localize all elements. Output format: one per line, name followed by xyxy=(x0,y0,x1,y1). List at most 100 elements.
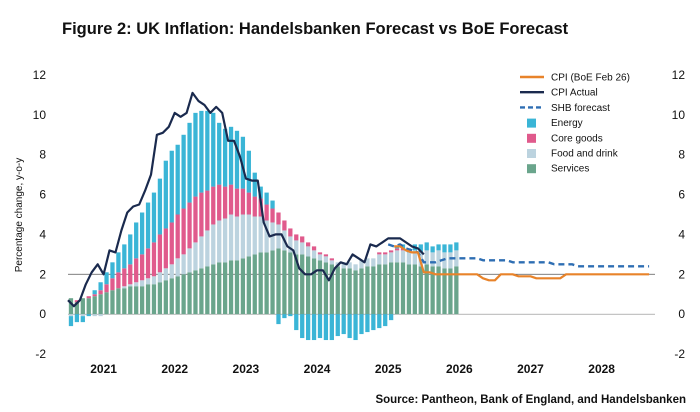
bar-services xyxy=(282,250,287,315)
bar-core-goods xyxy=(228,184,234,215)
bar-core-goods xyxy=(157,234,163,273)
bar-food-and-drink xyxy=(359,260,364,269)
bar-core-goods xyxy=(323,254,329,257)
x-tick-label: 2025 xyxy=(375,362,402,376)
bar-services xyxy=(329,264,334,315)
bar-core-goods xyxy=(377,252,382,255)
bar-core-goods xyxy=(311,246,317,251)
bar-core-goods xyxy=(116,272,121,289)
bar-food-and-drink xyxy=(347,262,352,269)
y-axis-label: Percentage change, y-o-y xyxy=(14,158,25,273)
bar-services xyxy=(294,254,299,315)
bar-services xyxy=(341,268,346,315)
bar-energy xyxy=(222,128,228,187)
bar-energy xyxy=(353,314,358,341)
bar-energy xyxy=(442,244,447,253)
bar-food-and-drink xyxy=(68,314,74,317)
bar-services xyxy=(418,266,423,315)
bar-energy xyxy=(128,234,133,265)
bar-services xyxy=(300,254,305,315)
bar-food-and-drink xyxy=(234,216,240,261)
bar-core-goods xyxy=(122,268,127,287)
y-tick-right: -2 xyxy=(674,347,685,361)
bar-food-and-drink xyxy=(222,218,228,263)
bar-energy xyxy=(181,134,186,209)
bar-services xyxy=(448,268,453,315)
bar-food-and-drink xyxy=(394,250,400,263)
bar-services xyxy=(252,254,257,315)
bar-food-and-drink xyxy=(211,224,216,265)
bar-energy xyxy=(430,246,435,253)
bar-energy xyxy=(335,314,340,337)
bar-energy xyxy=(98,282,103,291)
bar-core-goods xyxy=(288,228,293,237)
bar-core-goods xyxy=(282,220,287,231)
bar-services xyxy=(139,286,145,315)
bar-energy xyxy=(377,314,382,329)
bar-energy xyxy=(234,130,240,189)
bar-food-and-drink xyxy=(228,214,234,261)
bar-services xyxy=(383,264,388,315)
bar-services xyxy=(258,252,263,315)
bar-food-and-drink xyxy=(264,220,269,253)
bar-services xyxy=(436,266,441,315)
bar-core-goods xyxy=(187,202,192,249)
bar-core-goods xyxy=(110,278,115,291)
bar-food-and-drink xyxy=(300,242,305,255)
bar-energy xyxy=(424,242,429,251)
bar-energy xyxy=(80,316,85,323)
bar-energy xyxy=(86,314,91,317)
bar-energy xyxy=(323,314,329,341)
bar-food-and-drink xyxy=(139,280,145,287)
bar-services xyxy=(270,250,275,315)
line-cpi-boe-feb-26- xyxy=(394,245,650,282)
line-cpi-actual xyxy=(67,91,425,308)
bar-energy xyxy=(454,242,459,251)
bar-food-and-drink xyxy=(323,256,329,263)
bar-energy xyxy=(246,150,251,193)
bar-core-goods xyxy=(175,214,180,259)
x-tick-label: 2021 xyxy=(90,362,117,376)
bar-core-goods xyxy=(388,250,394,253)
bar-energy xyxy=(264,192,269,205)
bar-services xyxy=(228,260,234,315)
bar-energy xyxy=(365,314,370,333)
bar-energy xyxy=(110,262,115,279)
bar-services xyxy=(187,272,192,315)
bar-services xyxy=(388,262,394,315)
bar-energy xyxy=(211,112,216,187)
bar-energy xyxy=(193,112,198,197)
bar-core-goods xyxy=(199,192,204,237)
bar-energy xyxy=(270,200,275,209)
y-tick-right: 10 xyxy=(672,108,686,122)
bar-services xyxy=(128,286,133,315)
bar-services xyxy=(116,288,121,315)
bar-services xyxy=(430,266,435,315)
bar-energy xyxy=(240,136,246,189)
bar-food-and-drink xyxy=(454,250,459,267)
bar-services xyxy=(80,298,85,315)
bar-services xyxy=(163,280,168,315)
bar-core-goods xyxy=(252,196,257,217)
bar-food-and-drink xyxy=(329,260,334,265)
bar-energy xyxy=(371,314,376,331)
bar-energy xyxy=(436,244,441,251)
bar-energy xyxy=(418,244,423,253)
bar-energy xyxy=(400,244,406,249)
bar-food-and-drink xyxy=(151,276,157,285)
bar-core-goods xyxy=(394,248,400,251)
bar-core-goods xyxy=(276,212,281,225)
bar-core-goods xyxy=(264,204,269,221)
bar-food-and-drink xyxy=(98,314,103,317)
bar-core-goods xyxy=(98,290,103,295)
bar-services xyxy=(92,296,97,315)
legend-label-core-goods: Core goods xyxy=(551,133,603,144)
bar-services xyxy=(169,278,174,315)
bar-food-and-drink xyxy=(288,236,293,253)
bar-services xyxy=(98,294,103,315)
bar-energy xyxy=(151,192,157,243)
bar-core-goods xyxy=(234,188,240,217)
bar-core-goods xyxy=(294,234,299,241)
source-note: Source: Pantheon, Bank of England, and H… xyxy=(375,394,686,406)
bar-food-and-drink xyxy=(252,216,257,255)
